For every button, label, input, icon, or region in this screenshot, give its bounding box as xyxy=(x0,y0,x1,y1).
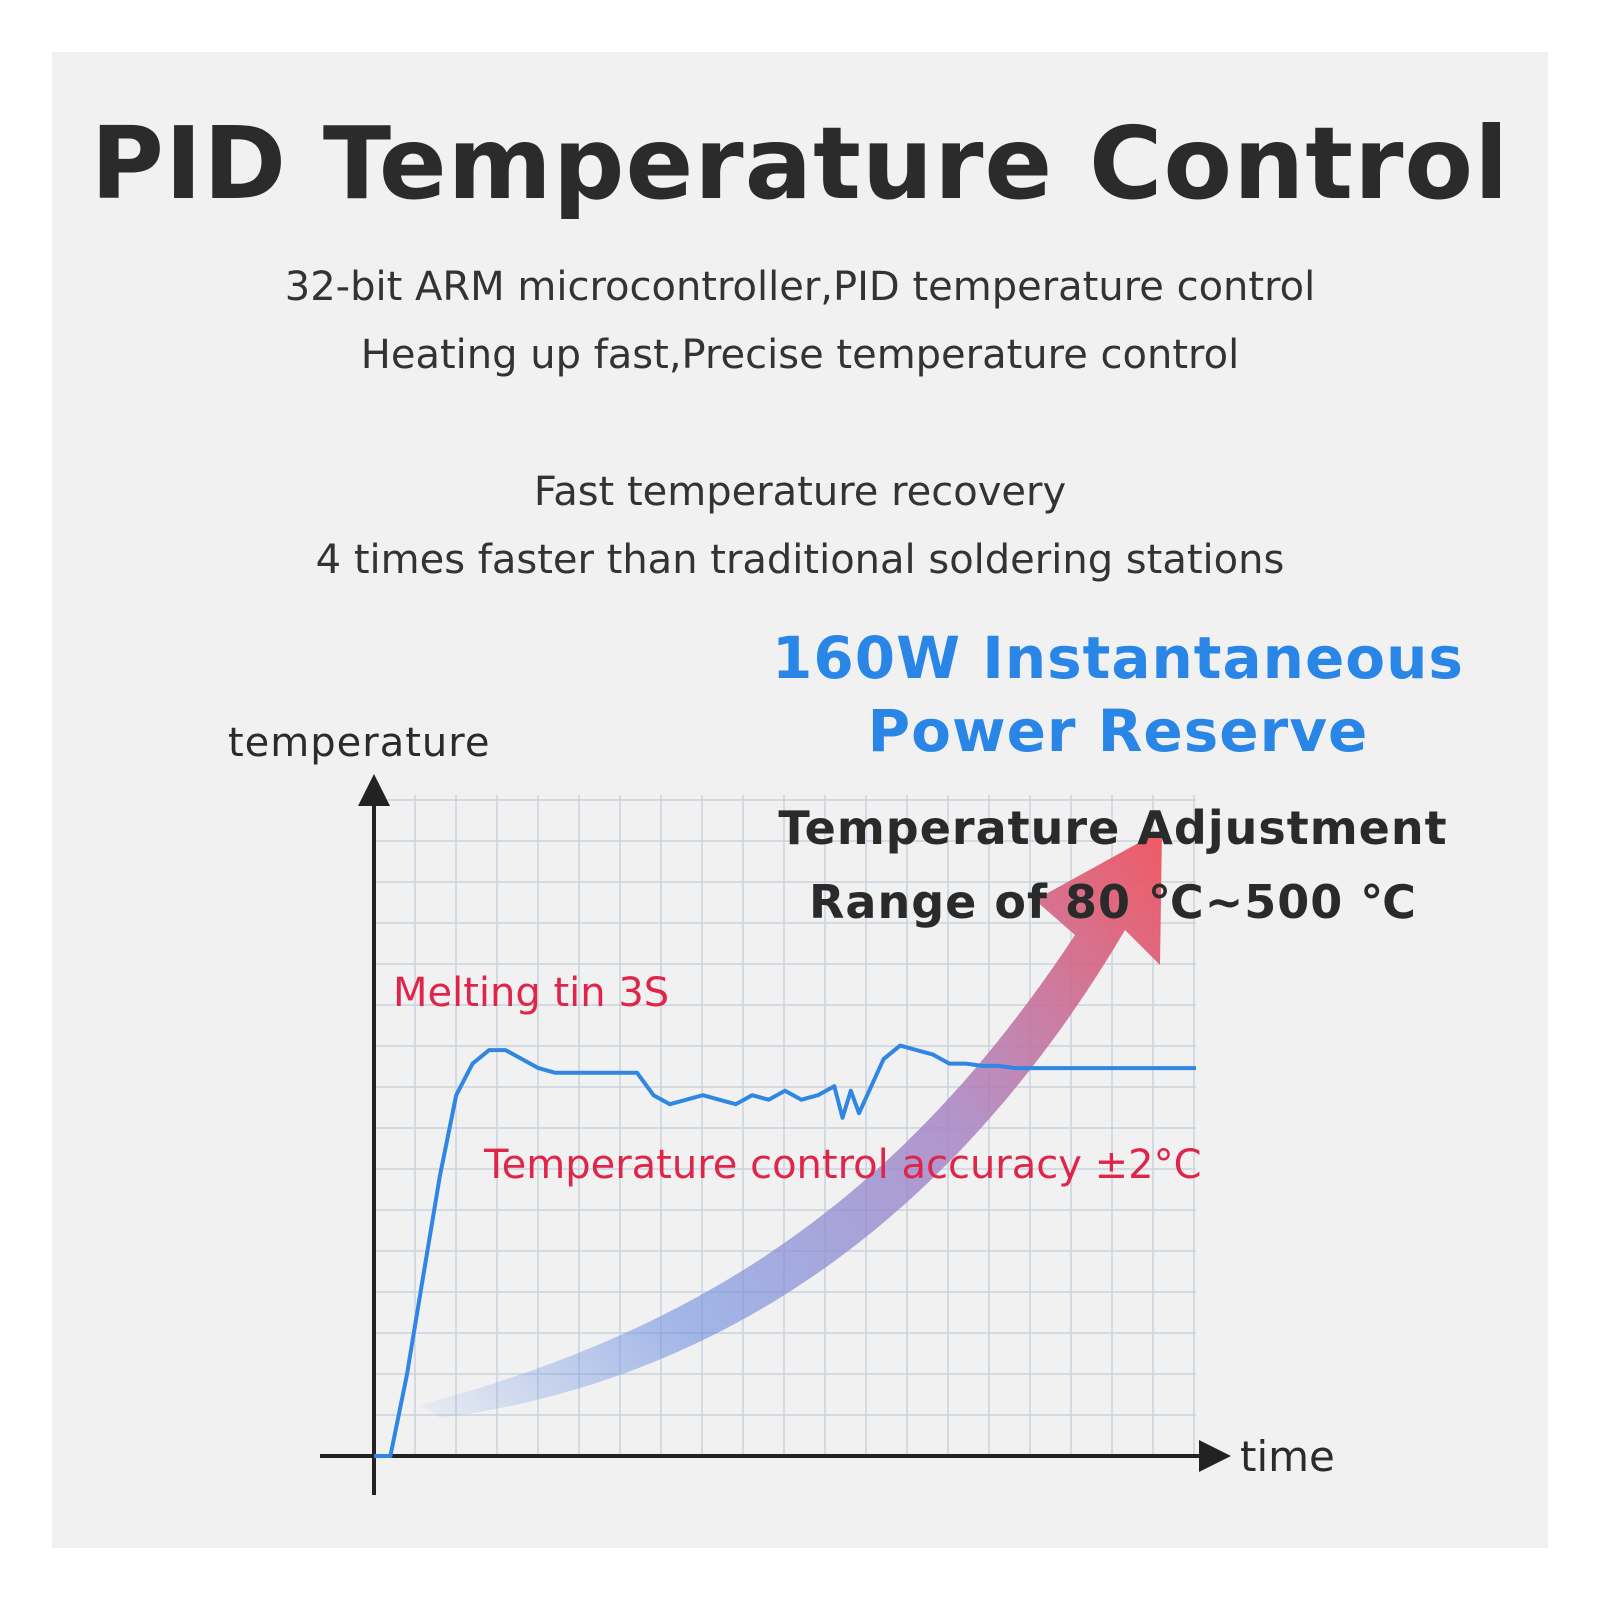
power-callout-line-2: Power Reserve xyxy=(867,697,1369,765)
x-axis-label: time xyxy=(1240,1432,1335,1481)
temperature-curve xyxy=(374,1043,1196,1458)
power-callout-line-1: 160W Instantaneous xyxy=(772,624,1464,692)
page-title: PID Temperature Control xyxy=(90,105,1510,222)
subtitle-line-3: Fast temperature recovery xyxy=(533,469,1067,515)
melting-annotation: Melting tin 3S xyxy=(393,970,670,1016)
y-axis-label: temperature xyxy=(228,720,491,766)
subtitle-line-4: 4 times faster than traditional solderin… xyxy=(315,537,1285,583)
grid-lines xyxy=(374,795,1196,1456)
range-callout-line-1: Temperature Adjustment xyxy=(778,801,1448,855)
chart-axes xyxy=(320,774,1231,1495)
power-arrow xyxy=(420,830,1162,1418)
subtitle-line-1: 32-bit ARM microcontroller,PID temperatu… xyxy=(284,264,1316,310)
accuracy-annotation: Temperature control accuracy ±2°C xyxy=(484,1142,1202,1188)
range-callout-line-2: Range of 80 ℃~500 ℃ xyxy=(809,875,1417,929)
subtitle-line-2: Heating up fast,Precise temperature cont… xyxy=(360,332,1240,378)
